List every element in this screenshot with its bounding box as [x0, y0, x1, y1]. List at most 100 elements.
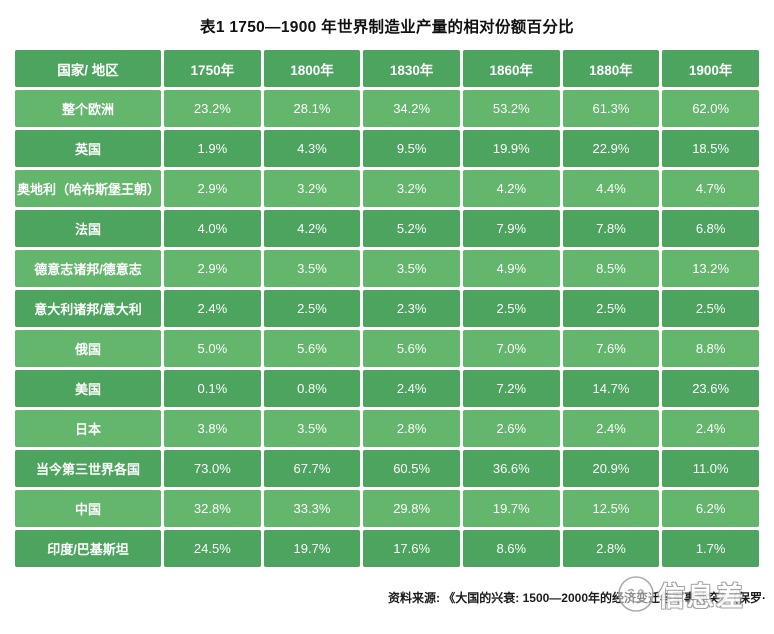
row-label: 美国	[15, 370, 161, 407]
value-cell: 1.7%	[662, 530, 759, 567]
value-cell: 2.4%	[562, 410, 660, 447]
value-cell: 19.7%	[263, 530, 361, 567]
column-header-year: 1900年	[662, 50, 759, 87]
value-cell: 12.5%	[562, 490, 660, 527]
table-row: 俄国 5.0% 5.6% 5.6% 7.0% 7.6% 8.8%	[15, 330, 759, 367]
value-cell: 2.8%	[562, 530, 660, 567]
value-cell: 29.8%	[363, 490, 460, 527]
value-cell: 0.1%	[164, 370, 261, 407]
source-note: 资料来源: 《大国的兴衰: 1500—2000年的经济变迁与军事冲突》（保罗·	[387, 591, 766, 605]
watermark: 信息差	[614, 572, 745, 616]
manufacturing-share-table: 国家/ 地区 1750年 1800年 1830年 1860年 1880年 1900年 整个欧…	[12, 47, 762, 570]
value-cell: 3.2%	[263, 170, 361, 207]
value-cell: 28.1%	[263, 90, 361, 127]
column-header-year: 1880年	[562, 50, 660, 87]
value-cell: 2.5%	[263, 290, 361, 327]
table-row: 整个欧洲 23.2% 28.1% 34.2% 53.2% 61.3% 62.0%	[15, 90, 759, 127]
row-label: 英国	[15, 130, 161, 167]
watermark-text: 信息差	[658, 581, 745, 612]
value-cell: 3.5%	[263, 410, 361, 447]
column-header-year: 1800年	[263, 50, 361, 87]
value-cell: 2.3%	[363, 290, 460, 327]
value-cell: 14.7%	[562, 370, 660, 407]
value-cell: 53.2%	[462, 90, 560, 127]
value-cell: 3.8%	[164, 410, 261, 447]
value-cell: 61.3%	[562, 90, 660, 127]
value-cell: 2.5%	[662, 290, 759, 327]
value-cell: 23.2%	[164, 90, 261, 127]
value-cell: 2.4%	[164, 290, 261, 327]
row-label: 整个欧洲	[15, 90, 161, 127]
value-cell: 4.0%	[164, 210, 261, 247]
value-cell: 1.9%	[164, 130, 261, 167]
value-cell: 22.9%	[562, 130, 660, 167]
value-cell: 2.9%	[164, 170, 261, 207]
value-cell: 11.0%	[662, 450, 759, 487]
value-cell: 3.5%	[363, 250, 460, 287]
table-row: 意大利诸邦/意大利 2.4% 2.5% 2.3% 2.5% 2.5% 2.5%	[15, 290, 759, 327]
value-cell: 6.2%	[662, 490, 759, 527]
value-cell: 8.5%	[562, 250, 660, 287]
value-cell: 2.5%	[462, 290, 560, 327]
value-cell: 60.5%	[363, 450, 460, 487]
column-header-region: 国家/ 地区	[15, 50, 161, 87]
row-label: 法国	[15, 210, 161, 247]
value-cell: 5.2%	[363, 210, 460, 247]
table-row: 中国 32.8% 33.3% 29.8% 19.7% 12.5% 6.2%	[15, 490, 759, 527]
value-cell: 2.6%	[462, 410, 560, 447]
value-cell: 19.7%	[462, 490, 560, 527]
value-cell: 7.6%	[562, 330, 660, 367]
row-label: 俄国	[15, 330, 161, 367]
value-cell: 2.9%	[164, 250, 261, 287]
value-cell: 2.5%	[562, 290, 660, 327]
column-header-year: 1860年	[462, 50, 560, 87]
table-row: 法国 4.0% 4.2% 5.2% 7.9% 7.8% 6.8%	[15, 210, 759, 247]
row-label: 中国	[15, 490, 161, 527]
table-row: 当今第三世界各国 73.0% 67.7% 60.5% 36.6% 20.9% 11.0%	[15, 450, 759, 487]
table-header-row: 国家/ 地区 1750年 1800年 1830年 1860年 1880年 1900年	[15, 50, 759, 87]
value-cell: 4.2%	[462, 170, 560, 207]
value-cell: 24.5%	[164, 530, 261, 567]
column-header-year: 1750年	[164, 50, 261, 87]
table-row: 英国 1.9% 4.3% 9.5% 19.9% 22.9% 18.5%	[15, 130, 759, 167]
value-cell: 73.0%	[164, 450, 261, 487]
value-cell: 8.8%	[662, 330, 759, 367]
value-cell: 17.6%	[363, 530, 460, 567]
value-cell: 62.0%	[662, 90, 759, 127]
row-label: 德意志诸邦/德意志	[15, 250, 161, 287]
value-cell: 19.9%	[462, 130, 560, 167]
value-cell: 7.8%	[562, 210, 660, 247]
value-cell: 6.8%	[662, 210, 759, 247]
table-row: 德意志诸邦/德意志 2.9% 3.5% 3.5% 4.9% 8.5% 13.2%	[15, 250, 759, 287]
value-cell: 67.7%	[263, 450, 361, 487]
row-label: 奥地利（哈布斯堡王朝）	[15, 170, 161, 207]
value-cell: 13.2%	[662, 250, 759, 287]
table-row: 美国 0.1% 0.8% 2.4% 7.2% 14.7% 23.6%	[15, 370, 759, 407]
value-cell: 20.9%	[562, 450, 660, 487]
value-cell: 23.6%	[662, 370, 759, 407]
value-cell: 7.0%	[462, 330, 560, 367]
value-cell: 3.5%	[263, 250, 361, 287]
value-cell: 5.6%	[263, 330, 361, 367]
value-cell: 0.8%	[263, 370, 361, 407]
value-cell: 2.4%	[662, 410, 759, 447]
row-label: 意大利诸邦/意大利	[15, 290, 161, 327]
value-cell: 4.2%	[263, 210, 361, 247]
value-cell: 18.5%	[662, 130, 759, 167]
value-cell: 2.8%	[363, 410, 460, 447]
column-header-year: 1830年	[363, 50, 460, 87]
row-label: 印度/巴基斯坦	[15, 530, 161, 567]
page-title: 表1 1750—1900 年世界制造业产量的相对份额百分比	[200, 19, 574, 36]
value-cell: 3.2%	[363, 170, 460, 207]
value-cell: 4.4%	[562, 170, 660, 207]
value-cell: 5.6%	[363, 330, 460, 367]
value-cell: 7.9%	[462, 210, 560, 247]
table-row: 日本 3.8% 3.5% 2.8% 2.6% 2.4% 2.4%	[15, 410, 759, 447]
value-cell: 34.2%	[363, 90, 460, 127]
value-cell: 5.0%	[164, 330, 261, 367]
value-cell: 7.2%	[462, 370, 560, 407]
value-cell: 9.5%	[363, 130, 460, 167]
table-row: 奥地利（哈布斯堡王朝） 2.9% 3.2% 3.2% 4.2% 4.4% 4.7%	[15, 170, 759, 207]
value-cell: 4.3%	[263, 130, 361, 167]
table-row: 印度/巴基斯坦 24.5% 19.7% 17.6% 8.6% 2.8% 1.7%	[15, 530, 759, 567]
